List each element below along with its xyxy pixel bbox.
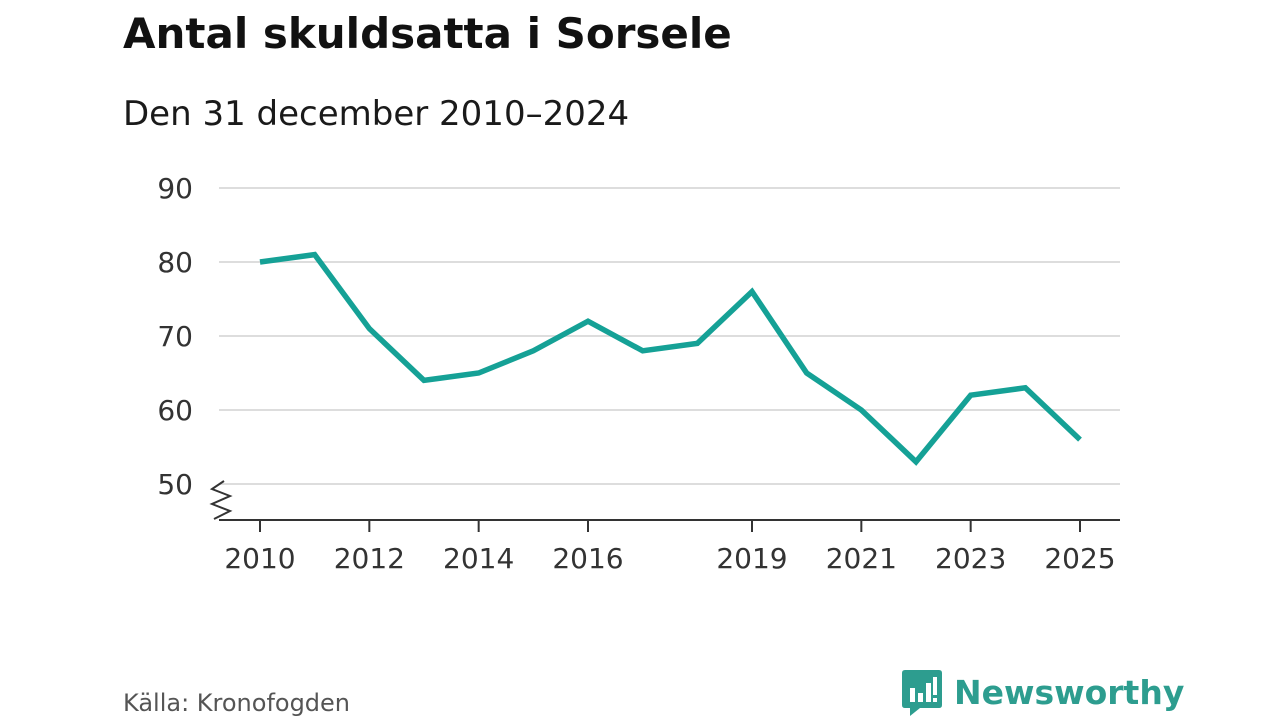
brand-logo: Newsworthy — [902, 670, 1184, 716]
brand-name: Newsworthy — [954, 673, 1185, 712]
x-tick-label-2016: 2016 — [552, 542, 623, 575]
x-tick-label-2021: 2021 — [826, 542, 897, 575]
series-line-0 — [259, 251, 1082, 466]
y-tick-label-90: 90 — [157, 172, 193, 205]
y-tick-label-50: 50 — [157, 468, 193, 501]
source-note: Källa: Kronofogden — [123, 689, 351, 717]
chart-title: Antal skuldsatta i Sorsele — [123, 9, 732, 58]
y-tick-label-70: 70 — [157, 320, 193, 353]
y-tick-label-80: 80 — [157, 246, 193, 279]
x-tick-label-2012: 2012 — [334, 542, 405, 575]
newsworthy-logo-icon — [902, 670, 942, 716]
x-tick-label-2010: 2010 — [224, 542, 295, 575]
chart-subtitle: Den 31 december 2010–2024 — [123, 94, 630, 134]
x-tick-label-2025: 2025 — [1044, 542, 1115, 575]
y-axis-break-icon — [209, 480, 233, 520]
x-tick-label-2019: 2019 — [716, 542, 787, 575]
y-tick-label-60: 60 — [157, 394, 193, 427]
x-tick-label-2014: 2014 — [443, 542, 514, 575]
x-tick-label-2023: 2023 — [935, 542, 1006, 575]
